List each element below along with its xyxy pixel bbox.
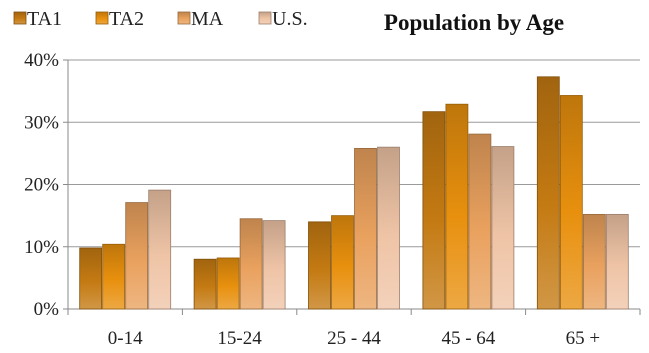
bar-ma-0 [125, 202, 149, 310]
legend-label: TA2 [109, 8, 144, 30]
bar-ta1-4 [536, 76, 560, 310]
bar-ma-1 [239, 218, 263, 310]
x-category-label: 45 - 64 [441, 328, 495, 349]
bar-us-1 [262, 220, 286, 310]
legend: TA1 TA2 MA U.S. [13, 8, 308, 30]
legend-label: TA1 [27, 8, 62, 30]
bar-us-4 [605, 213, 629, 310]
bar-ta1-3 [422, 111, 446, 310]
y-tick-label: 10% [24, 237, 59, 258]
chart-title: Population by Age [384, 10, 564, 35]
bar-us-0 [148, 189, 172, 310]
bar-ta2-3 [445, 103, 469, 310]
bar-ma-2 [354, 147, 377, 310]
x-category-label: 15-24 [217, 328, 262, 349]
x-category-label: 25 - 44 [327, 328, 381, 349]
bar-ta1-1 [193, 258, 217, 310]
x-category-label: 0-14 [108, 328, 143, 349]
y-tick-label: 20% [24, 175, 59, 196]
legend-label: MA [191, 8, 224, 30]
x-category-label: 65 + [566, 328, 600, 349]
bar-ma-4 [582, 213, 606, 310]
bar-ta2-2 [331, 215, 354, 310]
legend-swatch [13, 11, 27, 25]
legend-label: U.S. [272, 8, 308, 30]
bars [79, 76, 629, 310]
bar-ta2-0 [102, 243, 126, 310]
legend-swatch [258, 11, 272, 25]
bar-us-2 [377, 146, 400, 310]
axes [63, 59, 641, 315]
legend-swatch [95, 11, 109, 25]
y-tick-label: 40% [24, 50, 59, 71]
bar-ta2-1 [216, 257, 240, 310]
axis-labels: 0% 10% 20% 30% 40% 0-14 15-24 25 - 44 45 - 64 65 … [24, 50, 600, 349]
bar-ta1-0 [79, 247, 103, 310]
bar-us-3 [491, 146, 515, 310]
legend-swatch [177, 11, 191, 25]
bar-ta1-2 [308, 221, 331, 310]
y-tick-label: 30% [24, 112, 59, 133]
bar-ta2-4 [559, 95, 583, 310]
y-tick-label: 0% [34, 299, 60, 320]
bar-ma-3 [468, 133, 492, 310]
